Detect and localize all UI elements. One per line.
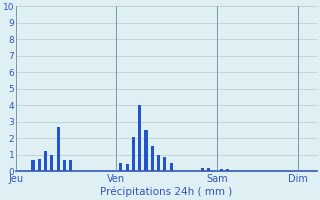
- Bar: [170, 163, 173, 171]
- Bar: [57, 127, 60, 171]
- Bar: [132, 137, 135, 171]
- Bar: [31, 160, 35, 171]
- Bar: [126, 164, 129, 171]
- Bar: [38, 159, 41, 171]
- X-axis label: Précipitations 24h ( mm ): Précipitations 24h ( mm ): [100, 187, 233, 197]
- Bar: [207, 168, 211, 171]
- Bar: [119, 163, 123, 171]
- Bar: [50, 155, 53, 171]
- Bar: [220, 169, 223, 171]
- Bar: [138, 105, 141, 171]
- Bar: [226, 169, 229, 171]
- Bar: [151, 146, 154, 171]
- Bar: [69, 160, 72, 171]
- Bar: [144, 130, 148, 171]
- Bar: [44, 151, 47, 171]
- Bar: [157, 155, 160, 171]
- Bar: [163, 157, 166, 171]
- Bar: [63, 160, 66, 171]
- Bar: [201, 168, 204, 171]
